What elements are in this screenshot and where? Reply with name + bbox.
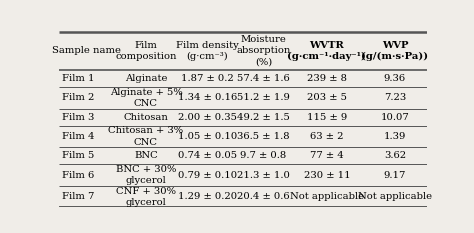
Text: 9.17: 9.17 bbox=[384, 171, 406, 180]
Text: 63 ± 2: 63 ± 2 bbox=[310, 132, 344, 141]
Text: 7.23: 7.23 bbox=[384, 93, 406, 103]
Text: 1.29 ± 0.20: 1.29 ± 0.20 bbox=[178, 192, 237, 201]
Text: WVP
(g/(m·s·Pa)): WVP (g/(m·s·Pa)) bbox=[361, 41, 428, 61]
Text: Alginate + 5%
CNC: Alginate + 5% CNC bbox=[109, 88, 182, 108]
Text: 0.74 ± 0.05: 0.74 ± 0.05 bbox=[178, 151, 237, 160]
Text: 115 ± 9: 115 ± 9 bbox=[307, 113, 347, 122]
Text: 1.87 ± 0.2: 1.87 ± 0.2 bbox=[181, 74, 234, 83]
Text: 20.4 ± 0.6: 20.4 ± 0.6 bbox=[237, 192, 290, 201]
Text: Film 2: Film 2 bbox=[62, 93, 95, 103]
Text: Film 3: Film 3 bbox=[62, 113, 95, 122]
Text: 77 ± 4: 77 ± 4 bbox=[310, 151, 344, 160]
Text: Not applicable: Not applicable bbox=[290, 192, 364, 201]
Text: Alginate: Alginate bbox=[125, 74, 167, 83]
Text: 57.4 ± 1.6: 57.4 ± 1.6 bbox=[237, 74, 290, 83]
Text: BNC: BNC bbox=[134, 151, 158, 160]
Text: 9.7 ± 0.8: 9.7 ± 0.8 bbox=[240, 151, 287, 160]
Text: Film density
(g·cm⁻³): Film density (g·cm⁻³) bbox=[176, 41, 239, 61]
Text: 51.2 ± 1.9: 51.2 ± 1.9 bbox=[237, 93, 290, 103]
Text: 239 ± 8: 239 ± 8 bbox=[307, 74, 347, 83]
Text: WVTR
(g·cm⁻¹·day⁻¹): WVTR (g·cm⁻¹·day⁻¹) bbox=[287, 41, 366, 61]
Text: Chitosan: Chitosan bbox=[124, 113, 168, 122]
Text: Film
composition: Film composition bbox=[115, 41, 177, 61]
Text: CNF + 30%
glycerol: CNF + 30% glycerol bbox=[116, 187, 176, 207]
Text: BNC + 30%
glycerol: BNC + 30% glycerol bbox=[116, 165, 176, 185]
Text: Not applicable: Not applicable bbox=[358, 192, 432, 201]
Text: 230 ± 11: 230 ± 11 bbox=[303, 171, 350, 180]
Text: Film 1: Film 1 bbox=[62, 74, 95, 83]
Text: Chitosan + 3%
CNC: Chitosan + 3% CNC bbox=[109, 127, 183, 147]
Text: Film 6: Film 6 bbox=[62, 171, 94, 180]
Text: 1.39: 1.39 bbox=[384, 132, 406, 141]
Text: Sample name: Sample name bbox=[52, 46, 121, 55]
Text: 36.5 ± 1.8: 36.5 ± 1.8 bbox=[237, 132, 290, 141]
Text: 9.36: 9.36 bbox=[384, 74, 406, 83]
Text: Film 7: Film 7 bbox=[62, 192, 95, 201]
Text: Film 5: Film 5 bbox=[62, 151, 95, 160]
Text: 1.34 ± 0.16: 1.34 ± 0.16 bbox=[178, 93, 237, 103]
Text: 203 ± 5: 203 ± 5 bbox=[307, 93, 347, 103]
Text: 2.00 ± 0.35: 2.00 ± 0.35 bbox=[178, 113, 237, 122]
Text: 10.07: 10.07 bbox=[381, 113, 409, 122]
Text: Moisture
absorption
(%): Moisture absorption (%) bbox=[236, 35, 291, 66]
Text: 21.3 ± 1.0: 21.3 ± 1.0 bbox=[237, 171, 290, 180]
Text: Film 4: Film 4 bbox=[62, 132, 95, 141]
Text: 0.79 ± 0.10: 0.79 ± 0.10 bbox=[178, 171, 237, 180]
Text: 1.05 ± 0.10: 1.05 ± 0.10 bbox=[178, 132, 237, 141]
Text: 49.2 ± 1.5: 49.2 ± 1.5 bbox=[237, 113, 290, 122]
Text: 3.62: 3.62 bbox=[384, 151, 406, 160]
